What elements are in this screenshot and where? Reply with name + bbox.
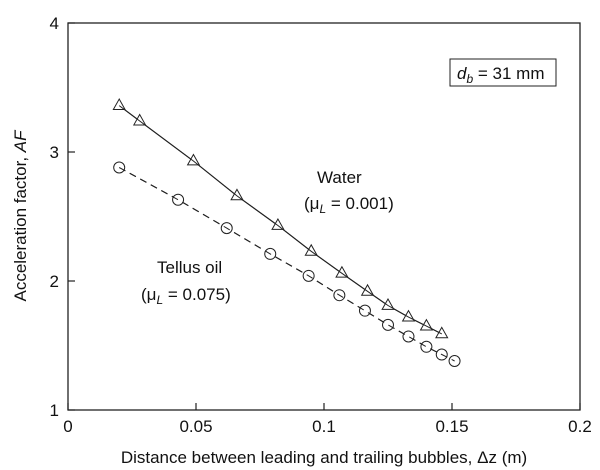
tellus-oil-series <box>113 161 461 367</box>
water-annotation: Water (μL = 0.001) <box>304 168 394 216</box>
water-marker <box>335 265 349 278</box>
x-tick-label: 0.2 <box>568 417 592 436</box>
tellus-oil-marker <box>420 340 433 353</box>
tellus-oil-line-overlay <box>118 167 455 362</box>
water-marker <box>186 153 201 166</box>
water-series <box>112 98 449 339</box>
diameter-box <box>449 58 557 87</box>
x-axis-label: Distance between leading and trailing bu… <box>121 448 527 467</box>
oil-viscosity: (μL = 0.075) <box>141 285 231 307</box>
water-marker <box>304 243 318 256</box>
tellus-oil-marker <box>113 161 126 174</box>
water-viscosity: (μL = 0.001) <box>304 194 394 216</box>
diameter-label: db = 31 mm <box>457 64 545 86</box>
tellus-oil-marker <box>358 304 371 317</box>
water-label: Water <box>317 168 362 187</box>
y-tick-label: 3 <box>50 143 59 162</box>
y-tick-label: 1 <box>50 401 59 420</box>
x-tick-label: 0.15 <box>435 417 468 436</box>
diameter-annotation: db = 31 mm <box>449 58 557 87</box>
oil-annotation: Tellus oil (μL = 0.075) <box>141 258 231 307</box>
water-marker <box>271 218 285 230</box>
tellus-oil-marker <box>402 330 415 343</box>
series-layer <box>112 98 461 367</box>
y-axis: 1 2 3 4 <box>50 14 75 420</box>
tellus-oil-marker <box>172 193 185 206</box>
y-tick-label: 4 <box>50 14 59 33</box>
x-tick-label: 0.05 <box>179 417 212 436</box>
tellus-oil-marker <box>382 318 394 331</box>
water-marker <box>132 113 147 126</box>
y-tick-label: 2 <box>50 272 59 291</box>
oil-label: Tellus oil <box>157 258 222 277</box>
water-line-overlay <box>118 105 443 335</box>
x-axis: 0 0.05 0.1 0.15 0.2 <box>63 403 592 436</box>
y-axis-label: Acceleration factor, AF <box>11 129 30 302</box>
water-marker <box>230 188 244 201</box>
water-marker <box>360 283 375 296</box>
water-marker <box>435 326 449 339</box>
water-marker <box>112 98 126 110</box>
x-tick-label: 0.1 <box>312 417 336 436</box>
x-tick-label: 0 <box>63 417 72 436</box>
